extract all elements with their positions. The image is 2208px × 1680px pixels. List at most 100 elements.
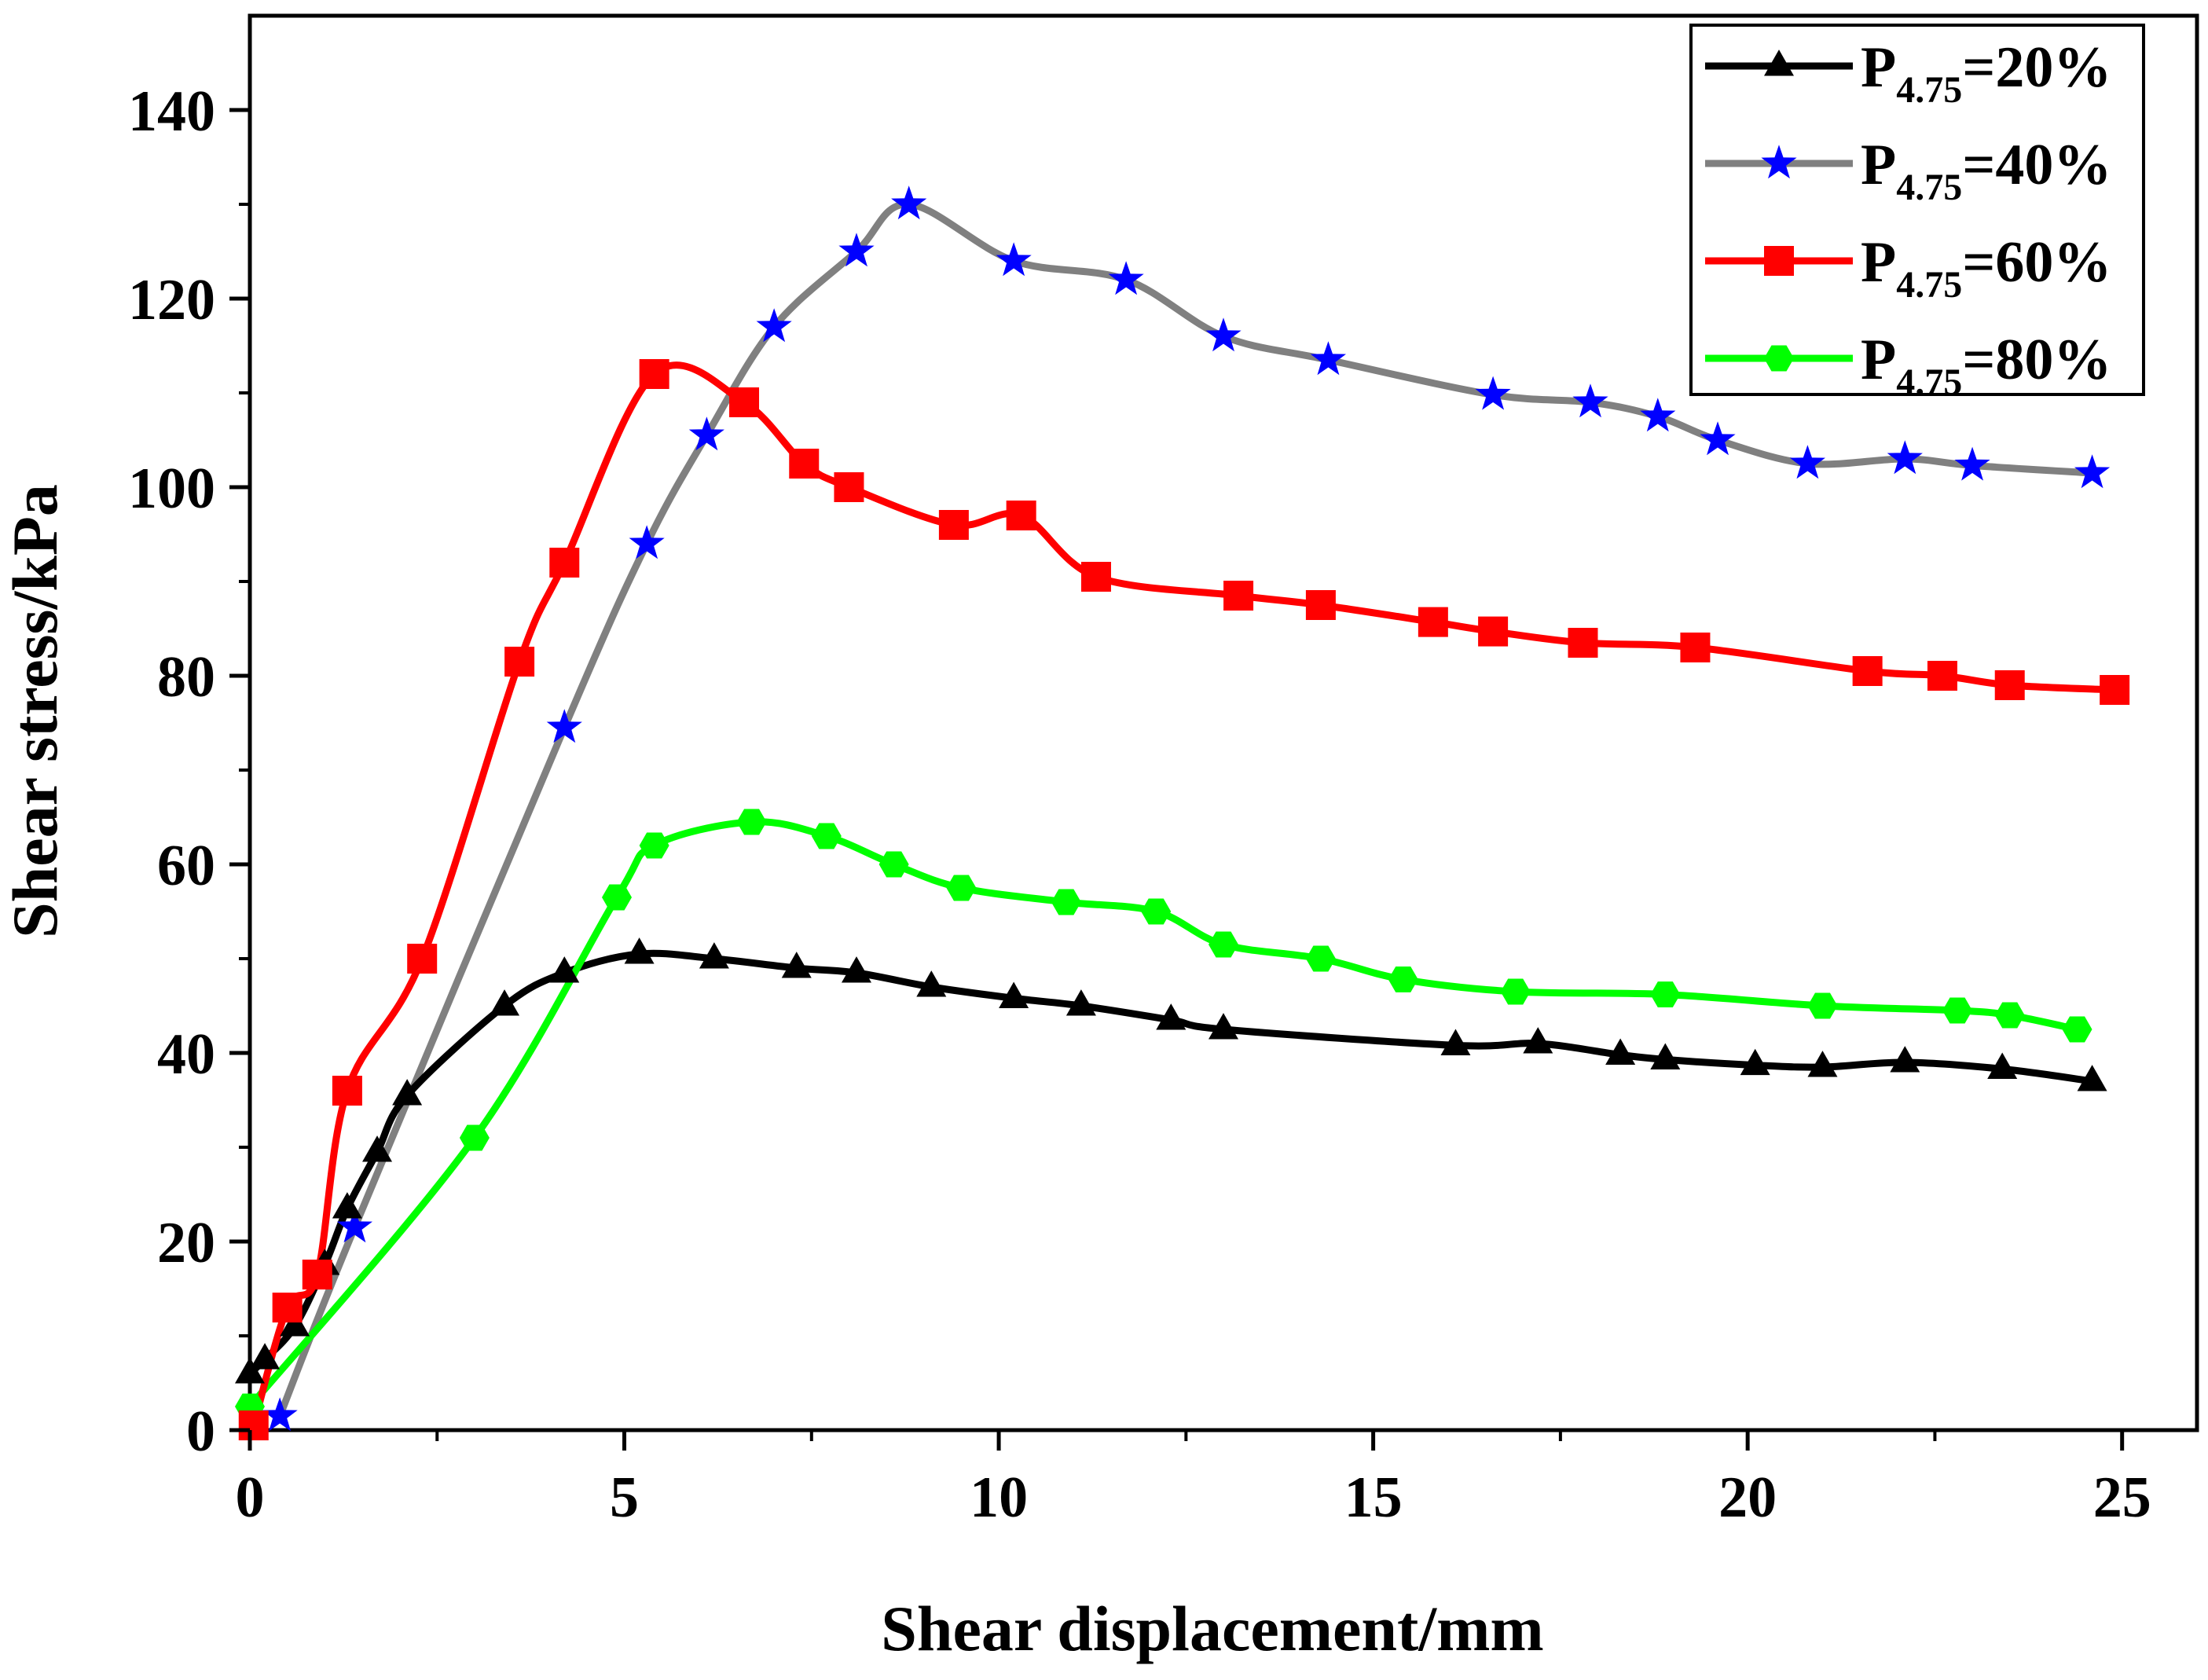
data-point-series-4 [1305, 945, 1336, 972]
legend: P4.75=20%P4.75=40%P4.75=60%P4.75=80% [1689, 24, 2145, 403]
data-point-series-3 [238, 1410, 269, 1440]
data-point-series-3 [1927, 661, 1957, 691]
data-point-series-4 [946, 875, 977, 901]
data-point-series-1 [1650, 1043, 1681, 1069]
legend-label-3: P4.75=60% [1861, 230, 2111, 306]
legend-label-suffix: =40% [1962, 133, 2111, 197]
y-tick-label: 60 [157, 834, 215, 898]
data-point-series-1 [490, 989, 520, 1016]
data-point-series-4 [1650, 981, 1681, 1008]
legend-label-prefix: P [1861, 328, 1896, 392]
data-point-series-2 [629, 525, 665, 559]
legend-label-suffix: =80% [1962, 328, 2111, 392]
data-point-series-3 [1080, 562, 1111, 592]
data-point-series-1 [1065, 989, 1096, 1016]
y-axis: 0 20 40 60 80 100 120 140 [128, 79, 250, 1464]
legend-label-subscript: 4.75 [1896, 69, 1962, 111]
data-point-series-3 [407, 944, 438, 974]
data-point-series-1 [916, 970, 947, 997]
data-point-series-1 [1156, 1003, 1187, 1030]
data-point-series-1 [392, 1079, 423, 1106]
data-point-series-2 [2074, 454, 2111, 489]
legend-label-prefix: P [1861, 35, 1896, 100]
legend-marker-1 [1764, 50, 1794, 76]
data-point-series-2 [1572, 383, 1608, 418]
data-point-series-3 [1305, 590, 1336, 620]
data-point-series-3 [938, 510, 969, 540]
legend-marker-4 [1764, 345, 1794, 372]
data-point-series-3 [302, 1260, 332, 1289]
data-point-series-1 [250, 1343, 281, 1370]
data-point-series-1 [1807, 1051, 1838, 1077]
data-point-series-3 [789, 449, 820, 479]
data-point-series-1 [332, 1192, 362, 1219]
y-tick-label: 20 [157, 1211, 215, 1275]
data-point-series-1 [1740, 1048, 1770, 1076]
data-point-series-3 [549, 548, 580, 578]
legend-label-1: P4.75=20% [1861, 35, 2111, 111]
x-tick-label: 5 [610, 1465, 639, 1530]
data-point-series-2 [262, 1397, 298, 1432]
data-point-series-2 [1475, 376, 1511, 410]
data-point-series-4 [1051, 889, 1081, 915]
legend-marker-3 [1764, 246, 1794, 276]
data-point-series-4 [1994, 1002, 2025, 1029]
x-tick-label: 0 [236, 1465, 265, 1530]
data-point-series-1 [280, 1310, 310, 1337]
legend-marker-2 [1761, 145, 1797, 179]
y-tick-label: 40 [157, 1022, 215, 1087]
data-point-series-1 [841, 956, 871, 983]
legend-label-suffix: =60% [1962, 230, 2111, 295]
data-point-series-1 [1523, 1027, 1553, 1054]
data-point-series-2 [336, 1209, 373, 1243]
data-point-series-1 [999, 981, 1029, 1008]
data-point-series-2 [1640, 398, 1676, 432]
x-tick-label: 15 [1344, 1465, 1403, 1530]
data-point-series-1 [2077, 1065, 2107, 1091]
y-tick-label: 140 [128, 79, 215, 144]
data-point-series-3 [1223, 581, 1254, 611]
data-point-series-1 [235, 1357, 265, 1384]
x-axis: 0 5 10 15 20 25 [236, 1430, 2151, 1530]
data-point-series-2 [688, 416, 724, 451]
data-point-series-2 [1887, 440, 1923, 475]
data-point-series-2 [1310, 341, 1347, 376]
data-point-series-3 [2100, 675, 2130, 705]
series-markers [235, 185, 2130, 1440]
data-point-series-1 [1209, 1013, 1238, 1040]
x-tick-label: 10 [970, 1465, 1028, 1530]
data-point-series-3 [332, 1076, 362, 1106]
data-point-series-3 [1006, 501, 1036, 530]
data-point-series-1 [624, 937, 655, 964]
data-point-series-4 [1807, 992, 1838, 1019]
data-point-series-3 [1994, 670, 2025, 700]
data-point-series-1 [549, 956, 580, 983]
data-point-series-3 [1680, 633, 1711, 662]
x-tick-label: 25 [2093, 1465, 2151, 1530]
y-tick-label: 120 [128, 268, 215, 332]
data-point-series-4 [1500, 978, 1531, 1005]
legend-label-4: P4.75=80% [1861, 328, 2111, 403]
legend-label-subscript: 4.75 [1896, 167, 1962, 208]
legend-label-prefix: P [1861, 133, 1896, 197]
data-point-series-1 [699, 942, 729, 969]
data-point-series-4 [2062, 1016, 2092, 1043]
data-point-series-4 [811, 823, 842, 849]
data-point-series-4 [1209, 931, 1238, 958]
data-point-series-3 [1478, 616, 1509, 647]
data-point-series-3 [504, 647, 535, 677]
y-tick-label: 0 [186, 1399, 215, 1464]
legend-label-prefix: P [1861, 230, 1896, 295]
legend-label-suffix: =20% [1962, 35, 2111, 100]
data-point-series-1 [1605, 1038, 1636, 1065]
data-point-series-3 [1418, 607, 1448, 637]
plot-border [248, 13, 2199, 1432]
data-point-series-2 [1205, 317, 1242, 352]
data-point-series-1 [1440, 1029, 1471, 1055]
data-point-series-2 [546, 709, 582, 743]
data-point-series-2 [1108, 261, 1144, 295]
legend-label-2: P4.75=40% [1861, 133, 2111, 208]
data-point-series-1 [1987, 1052, 2018, 1079]
y-axis-title: Shear stress/kPa [0, 484, 71, 938]
